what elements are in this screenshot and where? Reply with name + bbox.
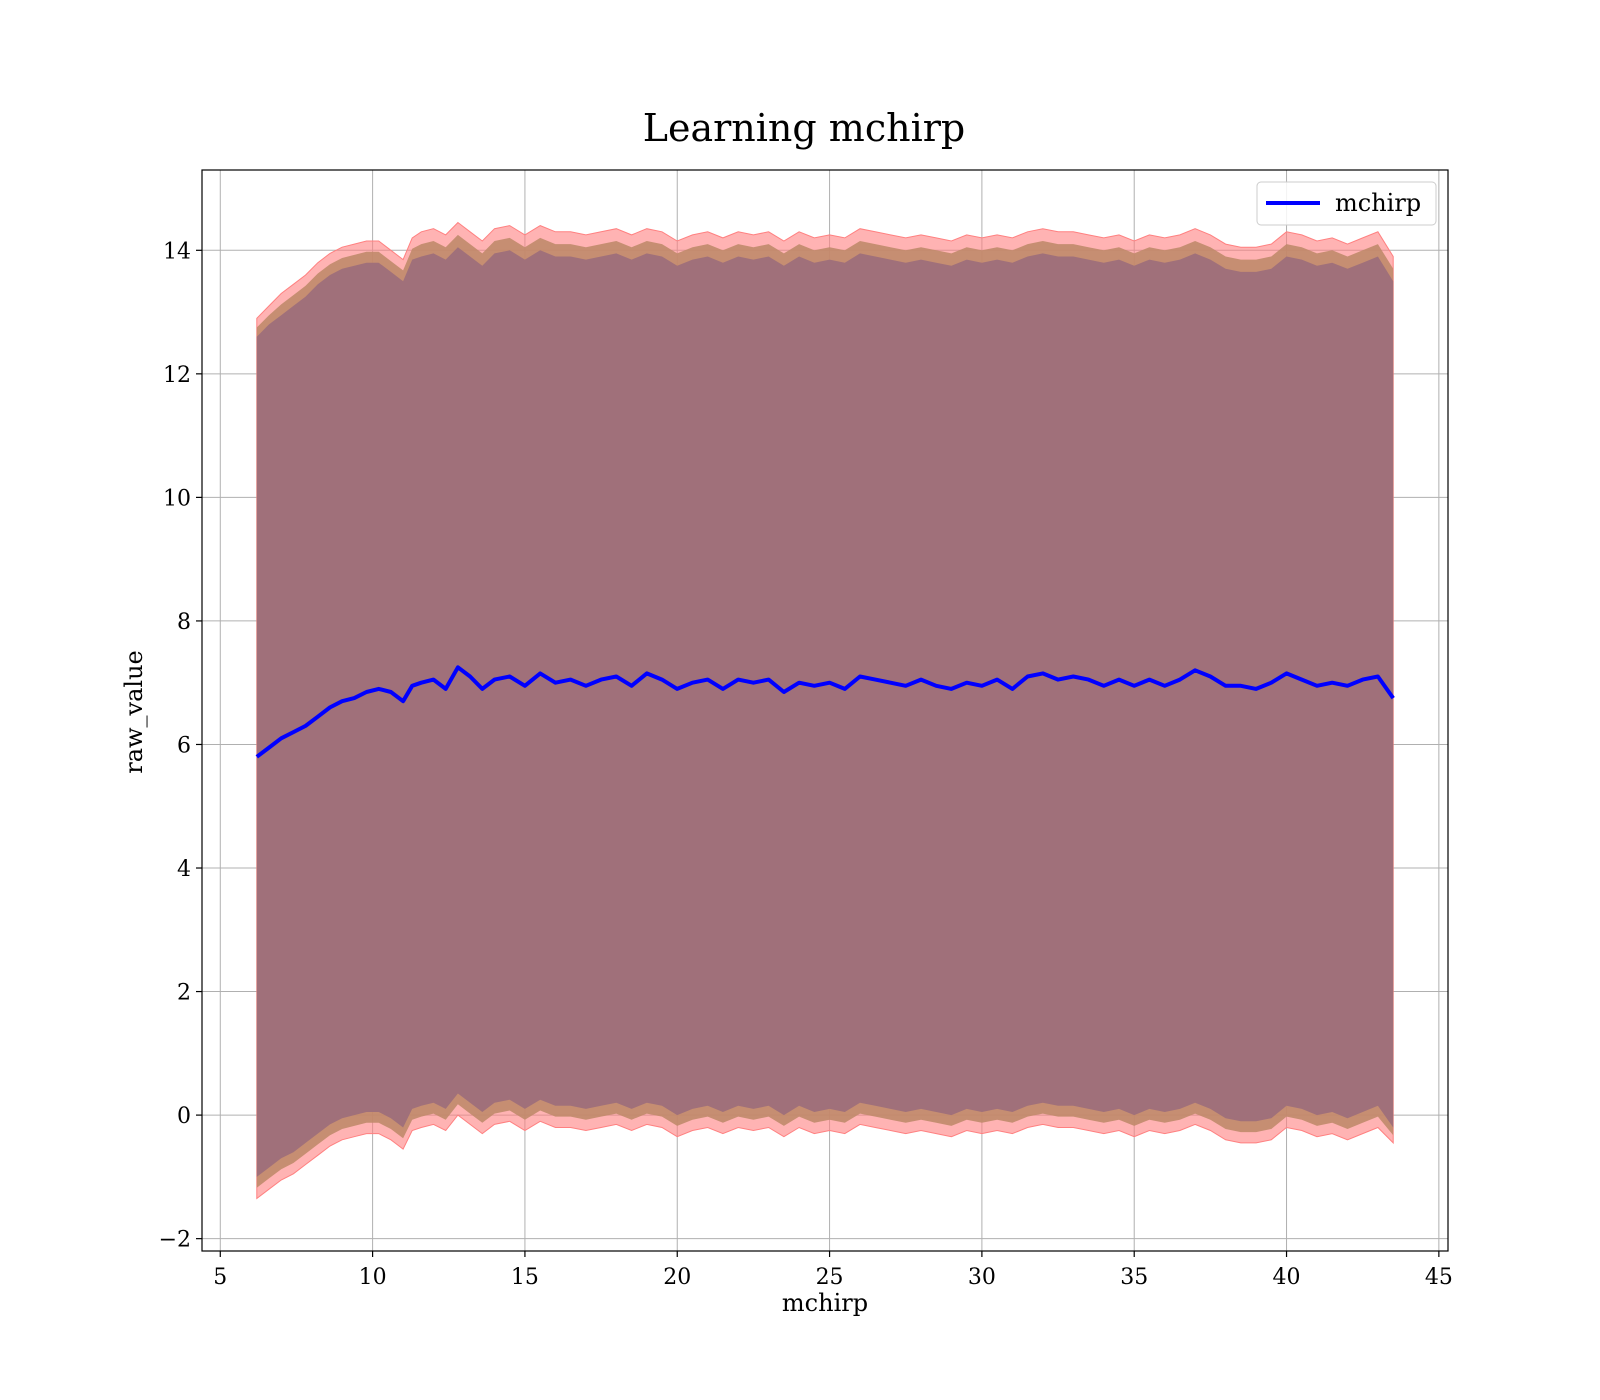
y-tick-label: 2 — [177, 981, 191, 1006]
y-tick-label: −2 — [159, 1228, 191, 1253]
x-tick-label: 30 — [968, 1265, 996, 1290]
y-tick-label: 12 — [163, 363, 191, 388]
axes-frame — [201, 169, 1449, 1252]
y-tick-label: 6 — [177, 733, 191, 758]
x-tick-label: 25 — [816, 1265, 844, 1290]
y-tick-label: 8 — [177, 610, 191, 635]
x-tick-label: 20 — [663, 1265, 691, 1290]
legend-box — [1256, 181, 1437, 226]
y-tick-label: 4 — [177, 857, 191, 882]
y-tick-label: 0 — [177, 1104, 191, 1129]
inner-confidence-band — [256, 247, 1394, 1177]
x-tick-label: 40 — [1273, 1265, 1301, 1290]
chart-title: Learning mchirp — [643, 106, 965, 150]
series-line-mchirp — [255, 665, 1395, 759]
x-tick-label: 5 — [213, 1265, 227, 1290]
y-tick-label: 14 — [163, 239, 191, 264]
y-tick-label: 10 — [163, 486, 191, 511]
x-tick-label: 45 — [1425, 1265, 1453, 1290]
series-lines — [255, 665, 1395, 759]
uncertainty-bands — [256, 221, 1394, 1200]
y-axis-label: raw_value — [120, 650, 148, 774]
x-tick-label: 15 — [511, 1265, 539, 1290]
x-axis-label: mchirp — [782, 1289, 868, 1317]
axis-ticks: 5 10 15 20 25 30 35 40 45 −2 0 2 4 6 8 10 12 14 — [159, 239, 1453, 1290]
legend-label-mchirp: mchirp — [1335, 189, 1421, 217]
x-tick-label: 10 — [359, 1265, 387, 1290]
legend: mchirp — [1256, 181, 1437, 226]
x-tick-label: 35 — [1120, 1265, 1148, 1290]
plot-area: 5 10 15 20 25 30 35 40 45 −2 0 2 4 6 8 10 12 14 — [159, 169, 1453, 1290]
